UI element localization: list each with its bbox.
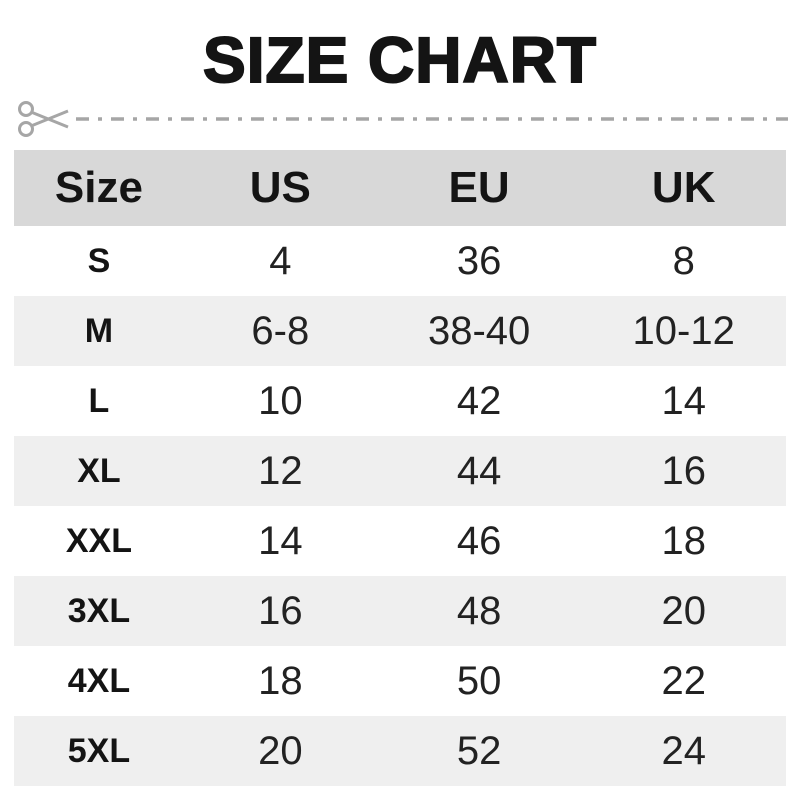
eu-value: 50 (456, 658, 502, 703)
eu-value: 38-40 (427, 308, 531, 353)
table-row: 4XL 18 50 22 (14, 646, 786, 716)
size-label: S (87, 241, 111, 280)
size-table: Size US EU UK S 4 36 8 M 6-8 38-40 10-12… (14, 150, 786, 786)
size-label: 4XL (67, 661, 131, 700)
size-label: L (88, 381, 110, 420)
table-row: XL 12 44 16 (14, 436, 786, 506)
uk-value: 14 (661, 378, 706, 423)
scissors-icon (18, 101, 69, 137)
uk-value: 24 (661, 728, 706, 773)
table-row: 3XL 16 48 20 (14, 576, 786, 646)
size-label: XL (77, 451, 121, 490)
table-row: L 10 42 14 (14, 366, 786, 436)
us-value: 16 (258, 588, 303, 633)
us-value: 20 (258, 728, 303, 773)
eu-value: 46 (456, 518, 502, 563)
uk-value: 18 (661, 518, 706, 563)
us-value: 4 (269, 238, 292, 283)
cut-line (10, 98, 790, 140)
table-row: S 4 36 8 (14, 226, 786, 296)
table-header-row: Size US EU UK (14, 150, 786, 226)
header-uk: UK (581, 150, 786, 226)
uk-value: 16 (661, 448, 706, 493)
us-value: 14 (258, 518, 303, 563)
table-row: M 6-8 38-40 10-12 (14, 296, 786, 366)
size-label: 5XL (67, 731, 131, 770)
uk-value: 22 (661, 658, 706, 703)
size-label: 3XL (67, 591, 131, 630)
uk-value: 8 (672, 238, 695, 283)
eu-value: 48 (456, 588, 502, 633)
us-value: 18 (258, 658, 303, 703)
eu-value: 52 (456, 728, 502, 773)
header-eu: EU (376, 150, 582, 226)
us-value: 12 (258, 448, 303, 493)
header-size: Size (14, 150, 184, 226)
size-label: M (84, 311, 114, 350)
size-label: XXL (65, 521, 132, 560)
us-value: 10 (258, 378, 303, 423)
header-us: US (183, 150, 377, 226)
us-value: 6-8 (251, 308, 310, 353)
uk-value: 20 (661, 588, 706, 633)
eu-value: 42 (456, 378, 502, 423)
page-title: SIZE CHART (202, 24, 597, 96)
eu-value: 36 (456, 238, 502, 283)
table-row: 5XL 20 52 24 (14, 716, 786, 786)
eu-value: 44 (456, 448, 502, 493)
size-chart-page: SIZE CHART Size US EU UK (0, 24, 800, 800)
uk-value: 10-12 (632, 308, 735, 353)
table-row: XXL 14 46 18 (14, 506, 786, 576)
